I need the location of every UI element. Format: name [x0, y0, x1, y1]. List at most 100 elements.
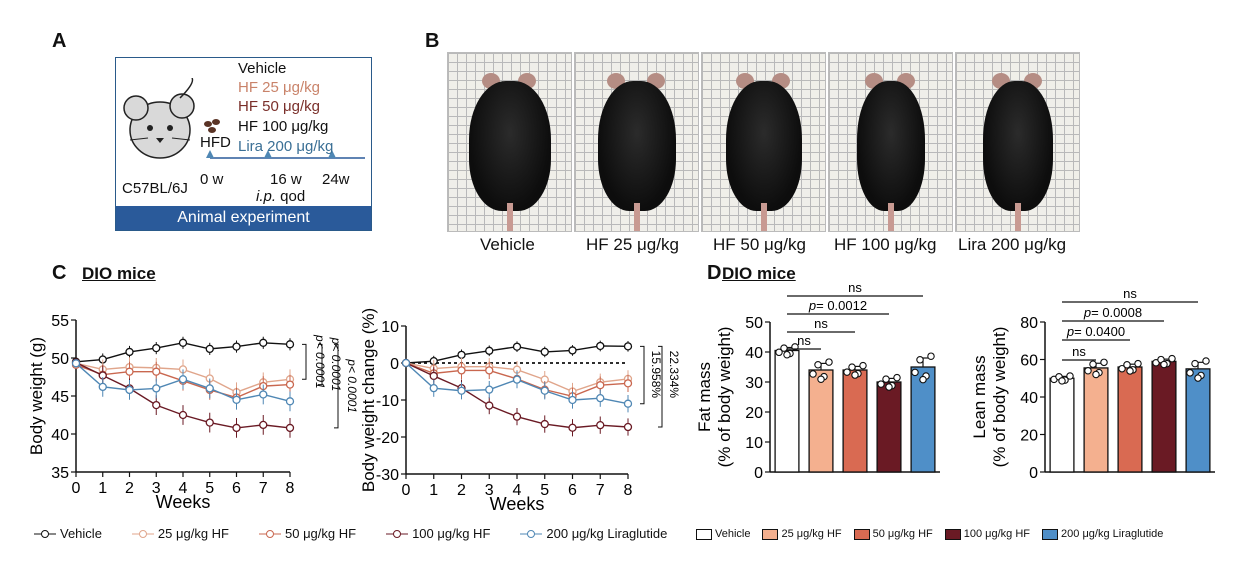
data-point	[623, 342, 633, 351]
legend-swatch-hf25	[762, 528, 779, 540]
y-tick-label: 30	[745, 375, 763, 392]
x-tick-label: 5	[540, 482, 549, 499]
data-point	[512, 342, 522, 351]
x-tick-label: 8	[624, 482, 633, 499]
mouse-tail	[633, 203, 640, 231]
mouse-photo-hf100	[828, 52, 953, 232]
bar	[1117, 366, 1143, 473]
y-tick-label: 55	[51, 313, 69, 330]
data-point	[596, 341, 605, 351]
data-point	[1202, 357, 1210, 365]
data-point	[232, 423, 241, 433]
y-tick-label: 0	[1029, 465, 1038, 482]
data-point	[1089, 360, 1097, 368]
data-point	[205, 418, 214, 427]
mouse-body	[856, 81, 925, 211]
bar	[1083, 367, 1109, 473]
group-label-2: HF 50 μg/kg	[238, 98, 321, 115]
y-tick-label: 10	[381, 319, 399, 336]
y-tick-label: 50	[745, 315, 763, 332]
data-point	[205, 384, 214, 393]
x-tick-label: 2	[125, 480, 134, 497]
x-tick-label: 2	[457, 482, 466, 499]
x-tick-label: 0	[402, 482, 411, 499]
data-point	[205, 344, 214, 354]
data-point	[457, 366, 466, 375]
group-label-3: HF 100 μg/kg	[238, 118, 329, 135]
data-point	[285, 397, 295, 406]
data-point	[512, 375, 522, 384]
panel-label-d: D	[707, 262, 722, 284]
mouse-photo-lira	[955, 52, 1080, 232]
data-point	[485, 366, 494, 375]
data-point	[512, 412, 522, 421]
y-tick-label: 0	[754, 465, 763, 482]
y-tick-label: -10	[376, 393, 399, 410]
data-point	[232, 395, 241, 404]
data-point	[259, 338, 268, 347]
bar	[774, 349, 800, 473]
y-tick-label: 20	[745, 405, 763, 422]
data-point	[780, 344, 788, 352]
photo-label-3: HF 100 μg/kg	[834, 235, 937, 254]
legend-marker-hf50	[259, 529, 281, 538]
y-axis-label-units: (% of body weight)	[715, 327, 734, 468]
data-point	[877, 380, 885, 388]
y-axis-label-units: (% of body weight)	[990, 327, 1009, 468]
data-point	[1160, 360, 1168, 369]
data-point	[125, 385, 134, 395]
mouse-tail	[760, 203, 767, 231]
data-point	[1126, 367, 1134, 375]
p-value-annotation: p< 0.0001	[329, 337, 343, 392]
legend-d: Vehicle 25 μg/kg HF 50 μg/kg HF 100 μg/k…	[696, 528, 1163, 540]
data-point	[848, 363, 856, 371]
y-tick-label: 60	[1020, 353, 1038, 370]
significance-bracket	[640, 345, 645, 405]
y-axis-label: Body weight (g)	[28, 337, 46, 455]
data-point	[285, 380, 295, 389]
legend-swatch-hf50	[853, 528, 870, 540]
data-point	[885, 383, 893, 391]
data-point	[429, 371, 438, 381]
data-point	[71, 359, 81, 368]
legend-marker-hf100	[386, 529, 409, 538]
data-point	[457, 386, 466, 395]
photo-label-4: Lira 200 μg/kg	[958, 235, 1067, 254]
bar	[1151, 360, 1177, 473]
mouse-body	[725, 81, 802, 211]
data-point	[568, 395, 577, 405]
fat-mass-chart: 0 10 20 30 40 50 Fat mass (% of body weight) ns p…	[695, 282, 940, 482]
legend-d-1: 25 μg/kg HF	[781, 528, 842, 540]
bar	[1185, 368, 1211, 473]
data-point	[596, 421, 605, 430]
bar	[842, 369, 868, 473]
y-tick-label: -20	[376, 430, 399, 447]
data-point	[485, 346, 494, 355]
data-point	[911, 368, 919, 377]
data-point	[1058, 377, 1066, 385]
time-16w: 16 w	[270, 171, 302, 188]
y-tick-label: -30	[376, 467, 399, 484]
data-point	[882, 375, 890, 383]
data-point	[540, 347, 549, 357]
data-point	[429, 384, 438, 393]
x-tick-label: 6	[568, 482, 577, 499]
data-point	[927, 352, 935, 360]
panel-label-c: C	[52, 262, 67, 284]
y-tick-label: 40	[51, 427, 69, 444]
data-point	[623, 379, 633, 388]
mouse-body	[468, 81, 551, 211]
x-tick-label: 7	[259, 480, 268, 497]
data-point	[259, 390, 268, 399]
comparison-label: p= 0.0012	[808, 298, 867, 313]
mouse-tail	[1014, 203, 1021, 231]
data-point	[1134, 359, 1142, 368]
x-tick-label: 0	[72, 480, 81, 497]
y-tick-label: 35	[51, 465, 69, 482]
data-point	[259, 420, 268, 430]
data-point	[152, 367, 161, 376]
data-point	[783, 350, 791, 359]
p-value-annotation: p< 0.0001	[345, 358, 358, 413]
data-point	[178, 375, 188, 384]
section-c-title: DIO mice	[82, 264, 156, 283]
